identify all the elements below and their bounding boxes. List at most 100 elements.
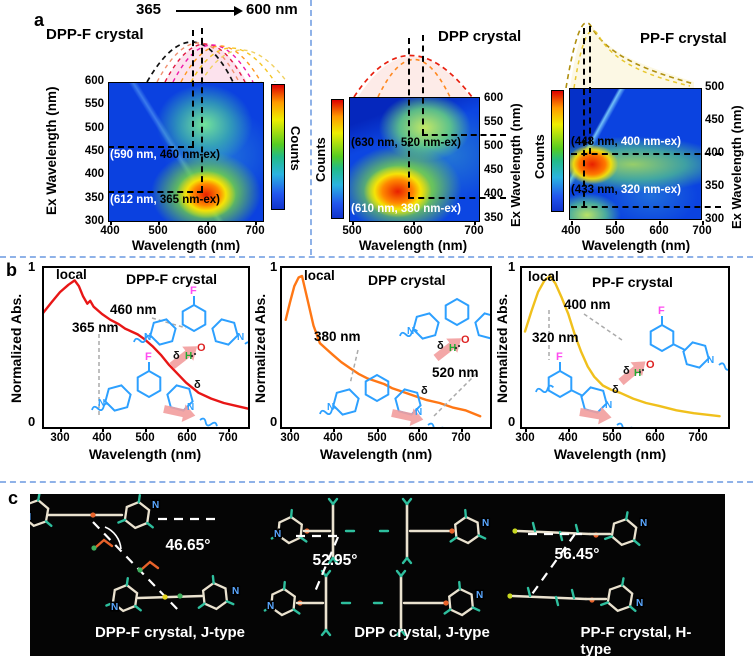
- svg-text:F: F: [556, 351, 563, 363]
- panel-a-b-divider: [0, 256, 753, 258]
- map1-ytick: 350: [84, 192, 104, 204]
- svg-text:N: N: [144, 332, 151, 343]
- map1-ytick: 450: [84, 145, 104, 157]
- dashed-guide: [571, 153, 721, 155]
- svg-text:N: N: [605, 400, 612, 411]
- map2-xtick: 600: [398, 221, 428, 237]
- plot3-xtick: 300: [510, 428, 540, 444]
- map2-xtick: 700: [459, 221, 489, 237]
- plot2-x-axis-label: Wavelength (nm): [319, 446, 433, 462]
- svg-text:N: N: [237, 332, 244, 343]
- map1-y-axis-label: Ex Wavelength (nm): [44, 86, 59, 216]
- map3-y-axis-label: Ex Wavelength (nm): [729, 105, 744, 229]
- map3-colorbar: [551, 90, 564, 212]
- dashed-guide: [422, 35, 424, 135]
- svg-text:O: O: [646, 359, 655, 371]
- panel-c-label: c: [8, 488, 19, 508]
- map2-xtick: 500: [337, 221, 367, 237]
- map3-ytick: 450: [705, 114, 725, 126]
- map3-xtick: 500: [600, 221, 630, 237]
- dashed-guide: [408, 197, 506, 199]
- map2-ytick: 600: [484, 92, 504, 104]
- excitation-range-arrow: [176, 10, 234, 12]
- dashed-guide: [201, 28, 203, 192]
- panel-a-label: a: [34, 10, 45, 30]
- map2-colorbar-label: Counts: [313, 137, 328, 183]
- map2-ytick: 550: [484, 116, 504, 128]
- plot1-xtick: 500: [130, 428, 160, 444]
- svg-text:N: N: [640, 518, 647, 529]
- map1-x-axis-label: Wavelength (nm): [131, 238, 241, 253]
- packing-angle-dpp: 52.95°: [312, 552, 358, 569]
- dashed-guide: [108, 146, 194, 148]
- map3-xtick: 700: [687, 221, 717, 237]
- excitation-emission-map-dppf: [108, 82, 264, 222]
- map1-ytick: 600: [84, 75, 104, 87]
- plot1-local-label: local: [56, 267, 87, 282]
- map2-ytick: 450: [484, 164, 504, 176]
- plot2-ymax: 1: [270, 259, 278, 274]
- packing-angle-ppf: 56.45°: [554, 546, 600, 563]
- plot3-ymin: 0: [508, 414, 516, 429]
- svg-text:O: O: [461, 334, 470, 346]
- plot3-local-label: local: [528, 269, 559, 284]
- excitation-range-arrowhead: [234, 6, 243, 16]
- map-title-dpp: DPP crystal: [438, 28, 522, 45]
- map1-colorbar-label: Counts: [288, 125, 303, 171]
- plot2-local-label: local: [304, 268, 335, 283]
- map1-ytick: 550: [84, 98, 104, 110]
- packing-angle-dppf: 46.65°: [165, 537, 211, 554]
- packing-caption-ppf: PP-F crystal, H-type: [580, 624, 692, 658]
- plot1-xtick: 700: [213, 428, 243, 444]
- svg-text:F: F: [145, 351, 152, 363]
- plot3-peak-a: 320 nm: [532, 330, 579, 345]
- plot3-xtick: 600: [640, 428, 670, 444]
- svg-text:H: H: [634, 368, 641, 379]
- panel-a-divider: [310, 0, 312, 255]
- plot3-y-axis-label: Normalized Abs.: [494, 293, 510, 403]
- map1-xtick: 500: [143, 221, 173, 237]
- plot2-peak-a: 380 nm: [314, 329, 361, 344]
- emission-spectra-overlay-dpp: [353, 54, 473, 97]
- svg-text:H: H: [449, 343, 456, 354]
- map2-ytick: 350: [484, 212, 504, 224]
- plot1-peak-b: 460 nm: [110, 302, 157, 317]
- plot3-xtick: 700: [683, 428, 713, 444]
- svg-text:N: N: [98, 398, 105, 409]
- svg-text:N: N: [482, 518, 489, 529]
- map2-annotation-1: (630 nm, 520 nm-ex): [351, 137, 461, 149]
- plot3-peak-b: 400 nm: [564, 297, 611, 312]
- map1-xtick: 600: [192, 221, 222, 237]
- svg-text:N: N: [636, 598, 643, 609]
- plot2-title: DPP crystal: [368, 272, 446, 288]
- svg-text:N: N: [274, 529, 281, 540]
- plot2-xtick: 500: [362, 428, 392, 444]
- plot2-xtick: 400: [318, 428, 348, 444]
- crystal-packing-panel: N N N N N N N N N N: [30, 494, 725, 656]
- svg-text:F: F: [658, 305, 665, 317]
- panel-b-c-divider: [0, 481, 753, 483]
- plot1-title: DPP-F crystal: [126, 271, 218, 287]
- svg-text:δ: δ: [421, 385, 428, 397]
- excitation-range-start: 365: [136, 1, 162, 18]
- dashed-guide: [589, 26, 591, 154]
- map2-x-axis-label: Wavelength (nm): [358, 238, 468, 253]
- emission-spectra-overlay-dppf: [146, 41, 288, 82]
- svg-text:N: N: [407, 326, 414, 337]
- plot1-xtick: 400: [87, 428, 117, 444]
- plot1-xtick: 300: [45, 428, 75, 444]
- plot2-xtick: 600: [403, 428, 433, 444]
- plot1-xtick: 600: [172, 428, 202, 444]
- map3-ytick: 500: [705, 81, 725, 93]
- dashed-guide: [571, 206, 721, 208]
- map1-colorbar: [271, 84, 285, 210]
- dashed-guide: [408, 38, 410, 198]
- map1-annotation-1: (590 nm, 460 nm-ex): [110, 149, 220, 161]
- map3-xtick: 400: [556, 221, 586, 237]
- svg-text:δ: δ: [194, 379, 201, 391]
- svg-text:N: N: [232, 586, 239, 597]
- map1-xtick: 700: [240, 221, 270, 237]
- map3-annotation-1: (448 nm, 400 nm-ex): [571, 136, 681, 148]
